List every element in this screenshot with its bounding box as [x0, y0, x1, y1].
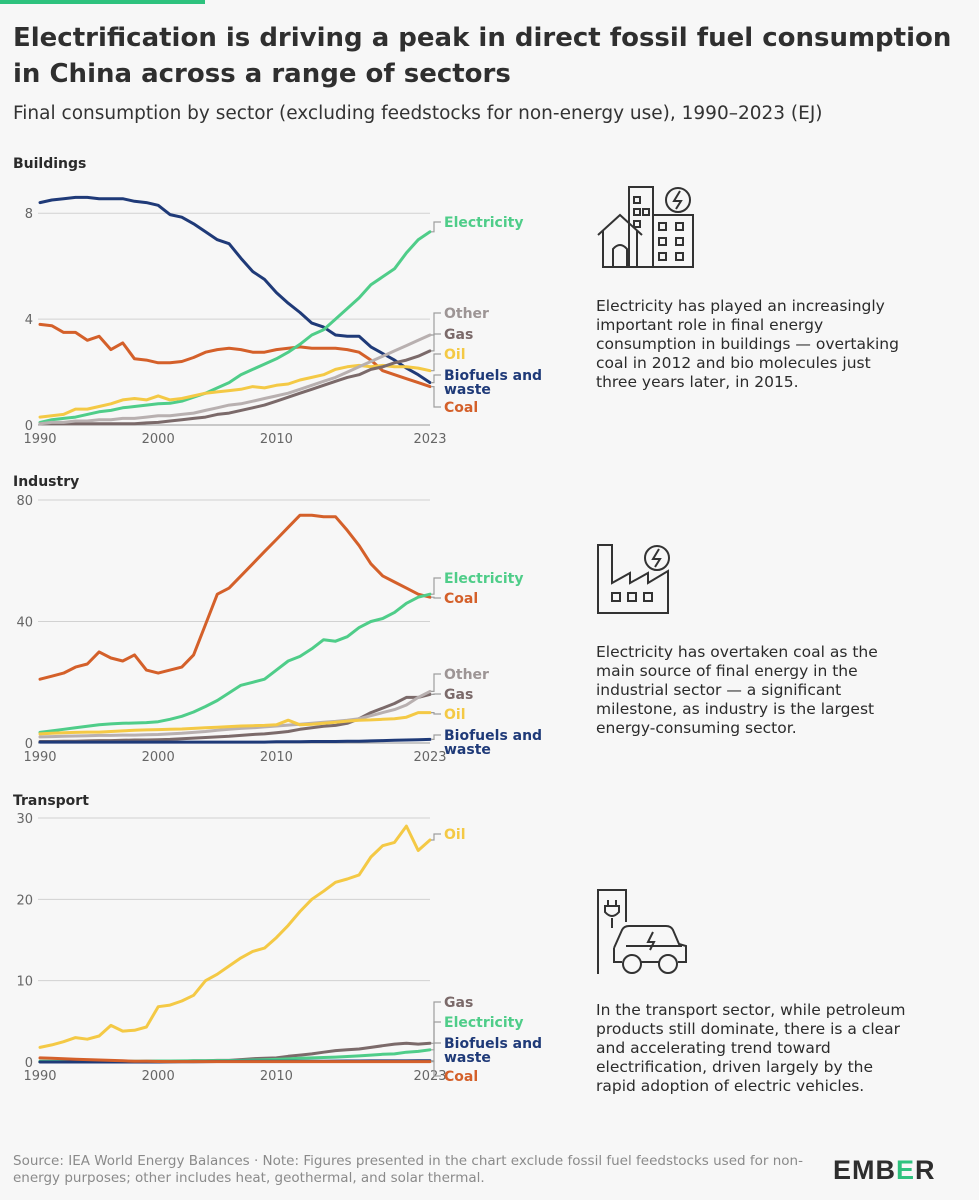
series-label: Electricity: [444, 1015, 523, 1031]
series-label: Biofuels and waste: [444, 728, 542, 758]
series-label: Electricity: [444, 571, 523, 587]
x-tick-label: 1990: [23, 1069, 56, 1084]
series-label: Coal: [444, 400, 478, 416]
x-tick-label: 2023: [413, 750, 446, 765]
x-tick-label: 1990: [23, 432, 56, 447]
series-label: Other: [444, 667, 489, 683]
series-label: Gas: [444, 687, 473, 703]
industry-description: Electricity has overtaken coal as the ma…: [596, 643, 878, 737]
y-tick-label: 20: [16, 893, 33, 908]
label-leader: [431, 673, 441, 692]
y-tick-label: 0: [25, 737, 33, 752]
y-tick-label: 10: [16, 975, 33, 990]
label-leader: [431, 712, 441, 715]
y-tick-label: 4: [25, 313, 33, 328]
label-leader: [431, 221, 441, 233]
y-tick-label: 30: [16, 812, 33, 827]
series-label: Electricity: [444, 215, 523, 231]
label-leader: [431, 1001, 441, 1044]
series-label: Oil: [444, 827, 466, 843]
series-line-biofuels-and-waste: [38, 195, 432, 385]
x-tick-label: 2000: [142, 432, 175, 447]
label-leader: [431, 333, 441, 352]
y-tick-label: 8: [25, 207, 33, 222]
series-label: Oil: [444, 347, 466, 363]
series-line-electricity: [38, 230, 432, 424]
source-note: Source: IEA World Energy Balances · Note…: [13, 1153, 803, 1186]
series-label: Gas: [444, 995, 473, 1011]
series-line-other: [38, 689, 432, 739]
x-tick-label: 2023: [413, 432, 446, 447]
series-line-biofuels-and-waste: [38, 737, 432, 744]
series-line-gas: [38, 349, 432, 426]
series-line-electricity: [38, 592, 432, 734]
x-tick-label: 2010: [260, 1069, 293, 1084]
x-tick-label: 2010: [260, 750, 293, 765]
series-label: Biofuels and waste: [444, 1036, 542, 1066]
y-tick-label: 80: [16, 494, 33, 509]
x-tick-label: 2023: [413, 1069, 446, 1084]
y-tick-label: 0: [25, 419, 33, 434]
x-tick-label: 2010: [260, 432, 293, 447]
label-leader: [431, 596, 441, 599]
series-line-other: [38, 333, 432, 426]
chart-title: Industry: [13, 474, 79, 490]
series-line-oil: [38, 363, 432, 419]
series-label: Other: [444, 306, 489, 322]
label-leader: [431, 312, 441, 336]
transport-description: In the transport sector, while petroleum…: [596, 1001, 906, 1095]
x-tick-label: 2000: [142, 750, 175, 765]
series-label: Coal: [444, 1069, 478, 1085]
series-line-coal: [38, 513, 432, 681]
label-leader: [431, 1042, 441, 1062]
x-tick-label: 1990: [23, 750, 56, 765]
buildings-description: Electricity has played an increasingly i…: [596, 297, 899, 391]
label-leader: [431, 374, 441, 384]
series-line-oil: [38, 711, 432, 736]
label-leader: [431, 386, 441, 408]
label-leader: [431, 833, 441, 841]
y-tick-label: 0: [25, 1056, 33, 1071]
label-leader: [431, 1021, 441, 1051]
electric-car-charging-icon: [597, 889, 687, 974]
label-leader: [431, 353, 441, 372]
label-leader: [431, 577, 441, 595]
top-accent-bar: [0, 0, 205, 4]
series-label: Gas: [444, 327, 473, 343]
x-tick-label: 2000: [142, 1069, 175, 1084]
chart-title: Transport: [13, 793, 89, 809]
ember-logo: EMBER: [833, 1155, 936, 1185]
series-label: Oil: [444, 707, 466, 723]
series-line-coal: [38, 322, 432, 389]
series-line-oil: [38, 824, 432, 1049]
label-leader: [431, 734, 441, 740]
chart-transport: Transport 0 10 20 30 1990 2000 2010 2023 Oil Gas El…: [13, 793, 542, 1085]
series-label: Biofuels and waste: [444, 368, 542, 398]
series-label: Coal: [444, 591, 478, 607]
factory-electricity-icon: [597, 544, 670, 614]
building-electricity-icon: [597, 186, 694, 268]
page-title: Electrification is driving a peak in dir…: [13, 23, 952, 89]
series-line-coal: [38, 1056, 432, 1064]
y-tick-label: 40: [16, 616, 33, 631]
label-leader: [431, 1061, 441, 1077]
chart-buildings: Buildings 0 4 8 1990 2000 2010 2023 Electricity O…: [13, 156, 542, 447]
chart-title: Buildings: [13, 156, 86, 172]
page-subtitle: Final consumption by sector (excluding f…: [13, 103, 823, 124]
chart-industry: Industry 0 40 80 1990 2000 2010 2023 Electricity…: [13, 474, 542, 765]
